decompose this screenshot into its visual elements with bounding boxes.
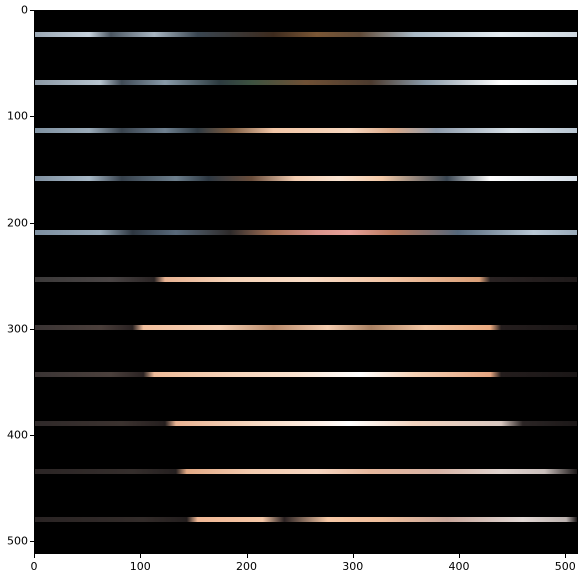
y-tick-label: 500: [7, 534, 28, 548]
y-tick: [30, 116, 34, 118]
y-tick: [30, 541, 34, 543]
image-stripe: [35, 469, 577, 475]
image-stripe: [35, 276, 577, 282]
x-tick: [565, 554, 567, 558]
x-tick: [352, 554, 354, 558]
x-tick: [140, 554, 142, 558]
y-tick: [30, 222, 34, 224]
x-tick-label: 500: [554, 560, 576, 573]
image-stripe: [35, 516, 577, 522]
image-stripe: [35, 230, 577, 235]
x-tick-label: 200: [236, 560, 257, 573]
y-tick-label: 0: [21, 3, 28, 17]
x-tick-label: 300: [342, 560, 364, 573]
image-stripe: [35, 175, 577, 181]
x-tick-label: 0: [30, 560, 38, 573]
image-stripe: [35, 32, 577, 38]
x-tick-label: 100: [129, 560, 151, 573]
x-tick: [246, 554, 248, 558]
y-tick: [30, 435, 34, 436]
y-tick-label: 100: [7, 109, 28, 123]
image-axes: [34, 10, 578, 554]
x-tick-label: 400: [448, 560, 470, 573]
x-tick: [459, 554, 460, 558]
y-tick-label: 300: [7, 322, 28, 336]
image-stripe: [35, 372, 577, 378]
y-tick-label: 400: [7, 428, 28, 442]
y-tick: [30, 328, 34, 330]
image-stripe: [35, 421, 577, 427]
x-tick: [34, 554, 35, 558]
y-tick-label: 200: [7, 216, 28, 229]
image-stripe: [35, 128, 577, 133]
image-stripe: [35, 324, 577, 330]
y-tick: [30, 10, 34, 11]
image-stripe: [35, 80, 577, 86]
